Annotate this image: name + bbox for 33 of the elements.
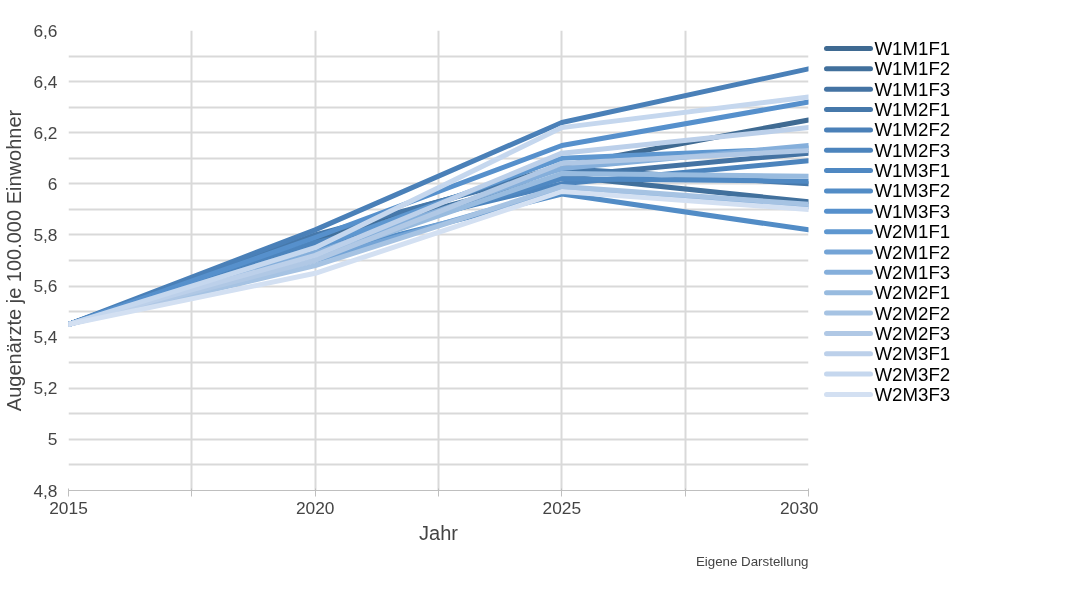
legend-label: W1M2F2 [874,119,951,141]
legend-label: W1M2F3 [874,139,951,161]
legend-label: W1M3F2 [874,180,951,202]
legend-label: W2M3F3 [874,383,951,405]
x-tick-label: 2025 [542,497,582,518]
legend-label: W1M2F1 [874,99,951,121]
y-tick-label: 5,6 [33,276,58,297]
legend-label: W1M3F3 [874,200,951,222]
y-tick-label: 5,4 [33,327,58,348]
y-tick-label: 6,4 [33,71,58,92]
legend-label: W1M3F1 [874,160,951,182]
y-tick-label: 5,8 [33,224,58,245]
legend-label: W1M1F1 [874,38,951,59]
y-axis-title: Augenärzte je 100.000 Einwohner [3,109,26,412]
legend-label: W2M3F1 [874,343,951,365]
legend-label: W1M1F3 [874,78,951,100]
y-tick-label: 6,2 [33,122,58,143]
y-tick-label: 6,6 [33,20,58,41]
y-tick-label: 5 [47,429,58,450]
x-tick-label: 2020 [295,497,335,518]
text: Eigene Darstellung [695,553,809,569]
legend-label: W2M1F2 [874,241,951,263]
legend-label: W2M1F1 [874,221,951,243]
legend-label: W1M1F2 [874,58,951,80]
legend-label: W2M2F2 [874,302,951,324]
x-tick-label: 2030 [779,497,819,518]
legend-label: W2M1F3 [874,261,951,283]
legend-label: W2M2F3 [874,322,951,344]
y-tick-label: 5,2 [33,378,58,399]
legend-label: W2M3F2 [874,363,951,385]
x-axis-title: Jahr [419,521,459,544]
legend-label: W2M2F1 [874,282,951,304]
y-tick-label: 6 [47,173,58,194]
